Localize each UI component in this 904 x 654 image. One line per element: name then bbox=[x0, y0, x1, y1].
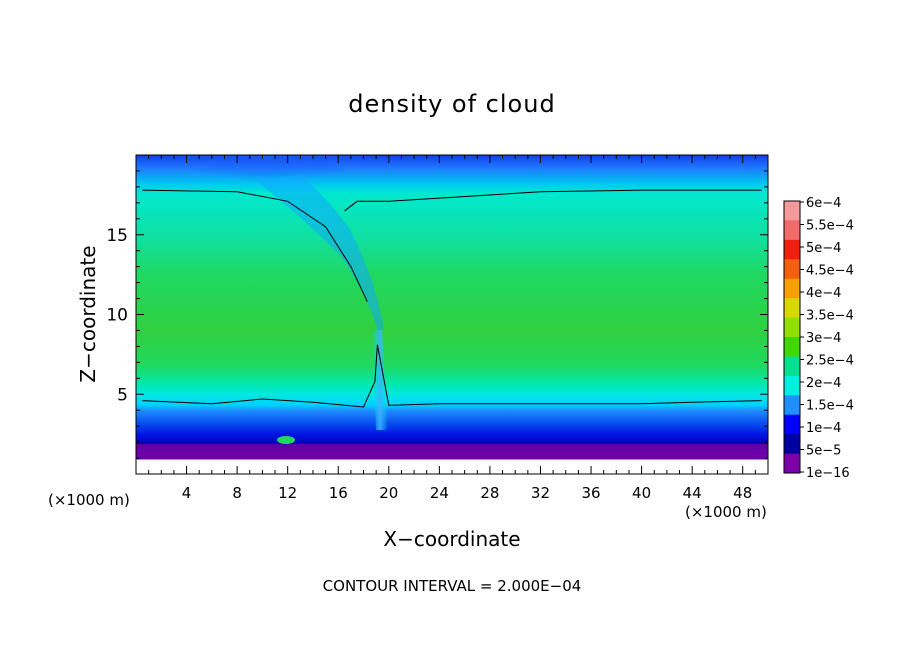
colorbar-swatch bbox=[784, 337, 800, 357]
x-tick-label: 8 bbox=[232, 484, 242, 502]
colorbar-label: 4.5e−4 bbox=[806, 264, 854, 279]
colorbar-swatch bbox=[784, 356, 800, 377]
heatmap-plume-lower bbox=[372, 330, 388, 430]
colorbar-label: 3.5e−4 bbox=[806, 309, 854, 324]
colorbar-label: 5e−4 bbox=[806, 241, 841, 256]
heatmap-background bbox=[136, 155, 768, 474]
x-unit-left: (×1000 m) bbox=[48, 491, 130, 509]
colorbar-label: 3e−4 bbox=[806, 331, 841, 346]
x-tick-label: 16 bbox=[329, 484, 348, 502]
colorbar-swatch bbox=[784, 395, 800, 416]
colorbar-swatch bbox=[784, 375, 800, 396]
chart-title: density of cloud bbox=[348, 90, 555, 118]
x-tick-label: 4 bbox=[182, 484, 192, 502]
heatmap-field bbox=[136, 155, 768, 474]
y-tick-label: 5 bbox=[117, 385, 128, 405]
x-tick-label: 24 bbox=[430, 484, 449, 502]
colorbar-label: 1e−16 bbox=[806, 466, 850, 481]
x-tick-label: 44 bbox=[683, 484, 702, 502]
x-tick-label: 28 bbox=[480, 484, 499, 502]
colorbar-label: 6e−4 bbox=[806, 196, 841, 211]
y-tick-label: 10 bbox=[106, 306, 128, 326]
x-tick-label: 36 bbox=[581, 484, 600, 502]
heatmap-hotspot bbox=[277, 436, 295, 444]
colorbar-swatch bbox=[784, 220, 800, 241]
contour-interval-footer: CONTOUR INTERVAL = 2.000E−04 bbox=[323, 577, 582, 595]
colorbar-label: 2e−4 bbox=[806, 376, 841, 391]
y-axis-label: Z−coordinate bbox=[76, 245, 100, 382]
x-axis: 4 8 12 16 20 24 28 32 36 40 44 48 bbox=[148, 155, 756, 502]
contour-line bbox=[344, 189, 762, 212]
contour-line bbox=[142, 189, 368, 302]
x-tick-label: 48 bbox=[733, 484, 752, 502]
contour-line bbox=[142, 344, 762, 408]
colorbar-swatch bbox=[784, 414, 800, 435]
heatmap-plume-upper bbox=[255, 175, 384, 330]
colorbar-swatch bbox=[784, 278, 800, 299]
colorbar-label: 1.5e−4 bbox=[806, 399, 854, 414]
colorbar-swatch bbox=[784, 259, 800, 280]
y-tick-label: 15 bbox=[106, 226, 128, 246]
colorbar-label: 2.5e−4 bbox=[806, 354, 854, 369]
x-tick-label: 40 bbox=[632, 484, 651, 502]
colorbar: 6e−4 5.5e−4 5e−4 4.5e−4 4e−4 3.5e−4 3e−4 2.5e−4… bbox=[783, 196, 854, 481]
colorbar-swatch bbox=[784, 201, 800, 221]
colorbar-label: 5.5e−4 bbox=[806, 219, 854, 234]
x-tick-label: 20 bbox=[379, 484, 398, 502]
x-tick-label: 12 bbox=[278, 484, 297, 502]
contour-lines bbox=[142, 189, 762, 408]
x-tick-label: 32 bbox=[531, 484, 550, 502]
x-unit-right: (×1000 m) bbox=[685, 503, 767, 521]
colorbar-label: 4e−4 bbox=[806, 286, 841, 301]
colorbar-swatch bbox=[784, 317, 800, 338]
colorbar-label: 1e−4 bbox=[806, 421, 841, 436]
colorbar-swatch bbox=[784, 453, 800, 474]
y-axis: 5 10 15 bbox=[106, 170, 768, 459]
colorbar-swatch bbox=[784, 298, 800, 319]
colorbar-swatch bbox=[784, 434, 800, 455]
heatmap-base-band bbox=[136, 444, 768, 452]
colorbar-label: 5e−5 bbox=[806, 444, 841, 459]
x-axis-label: X−coordinate bbox=[383, 527, 520, 551]
colorbar-swatch bbox=[784, 239, 800, 260]
